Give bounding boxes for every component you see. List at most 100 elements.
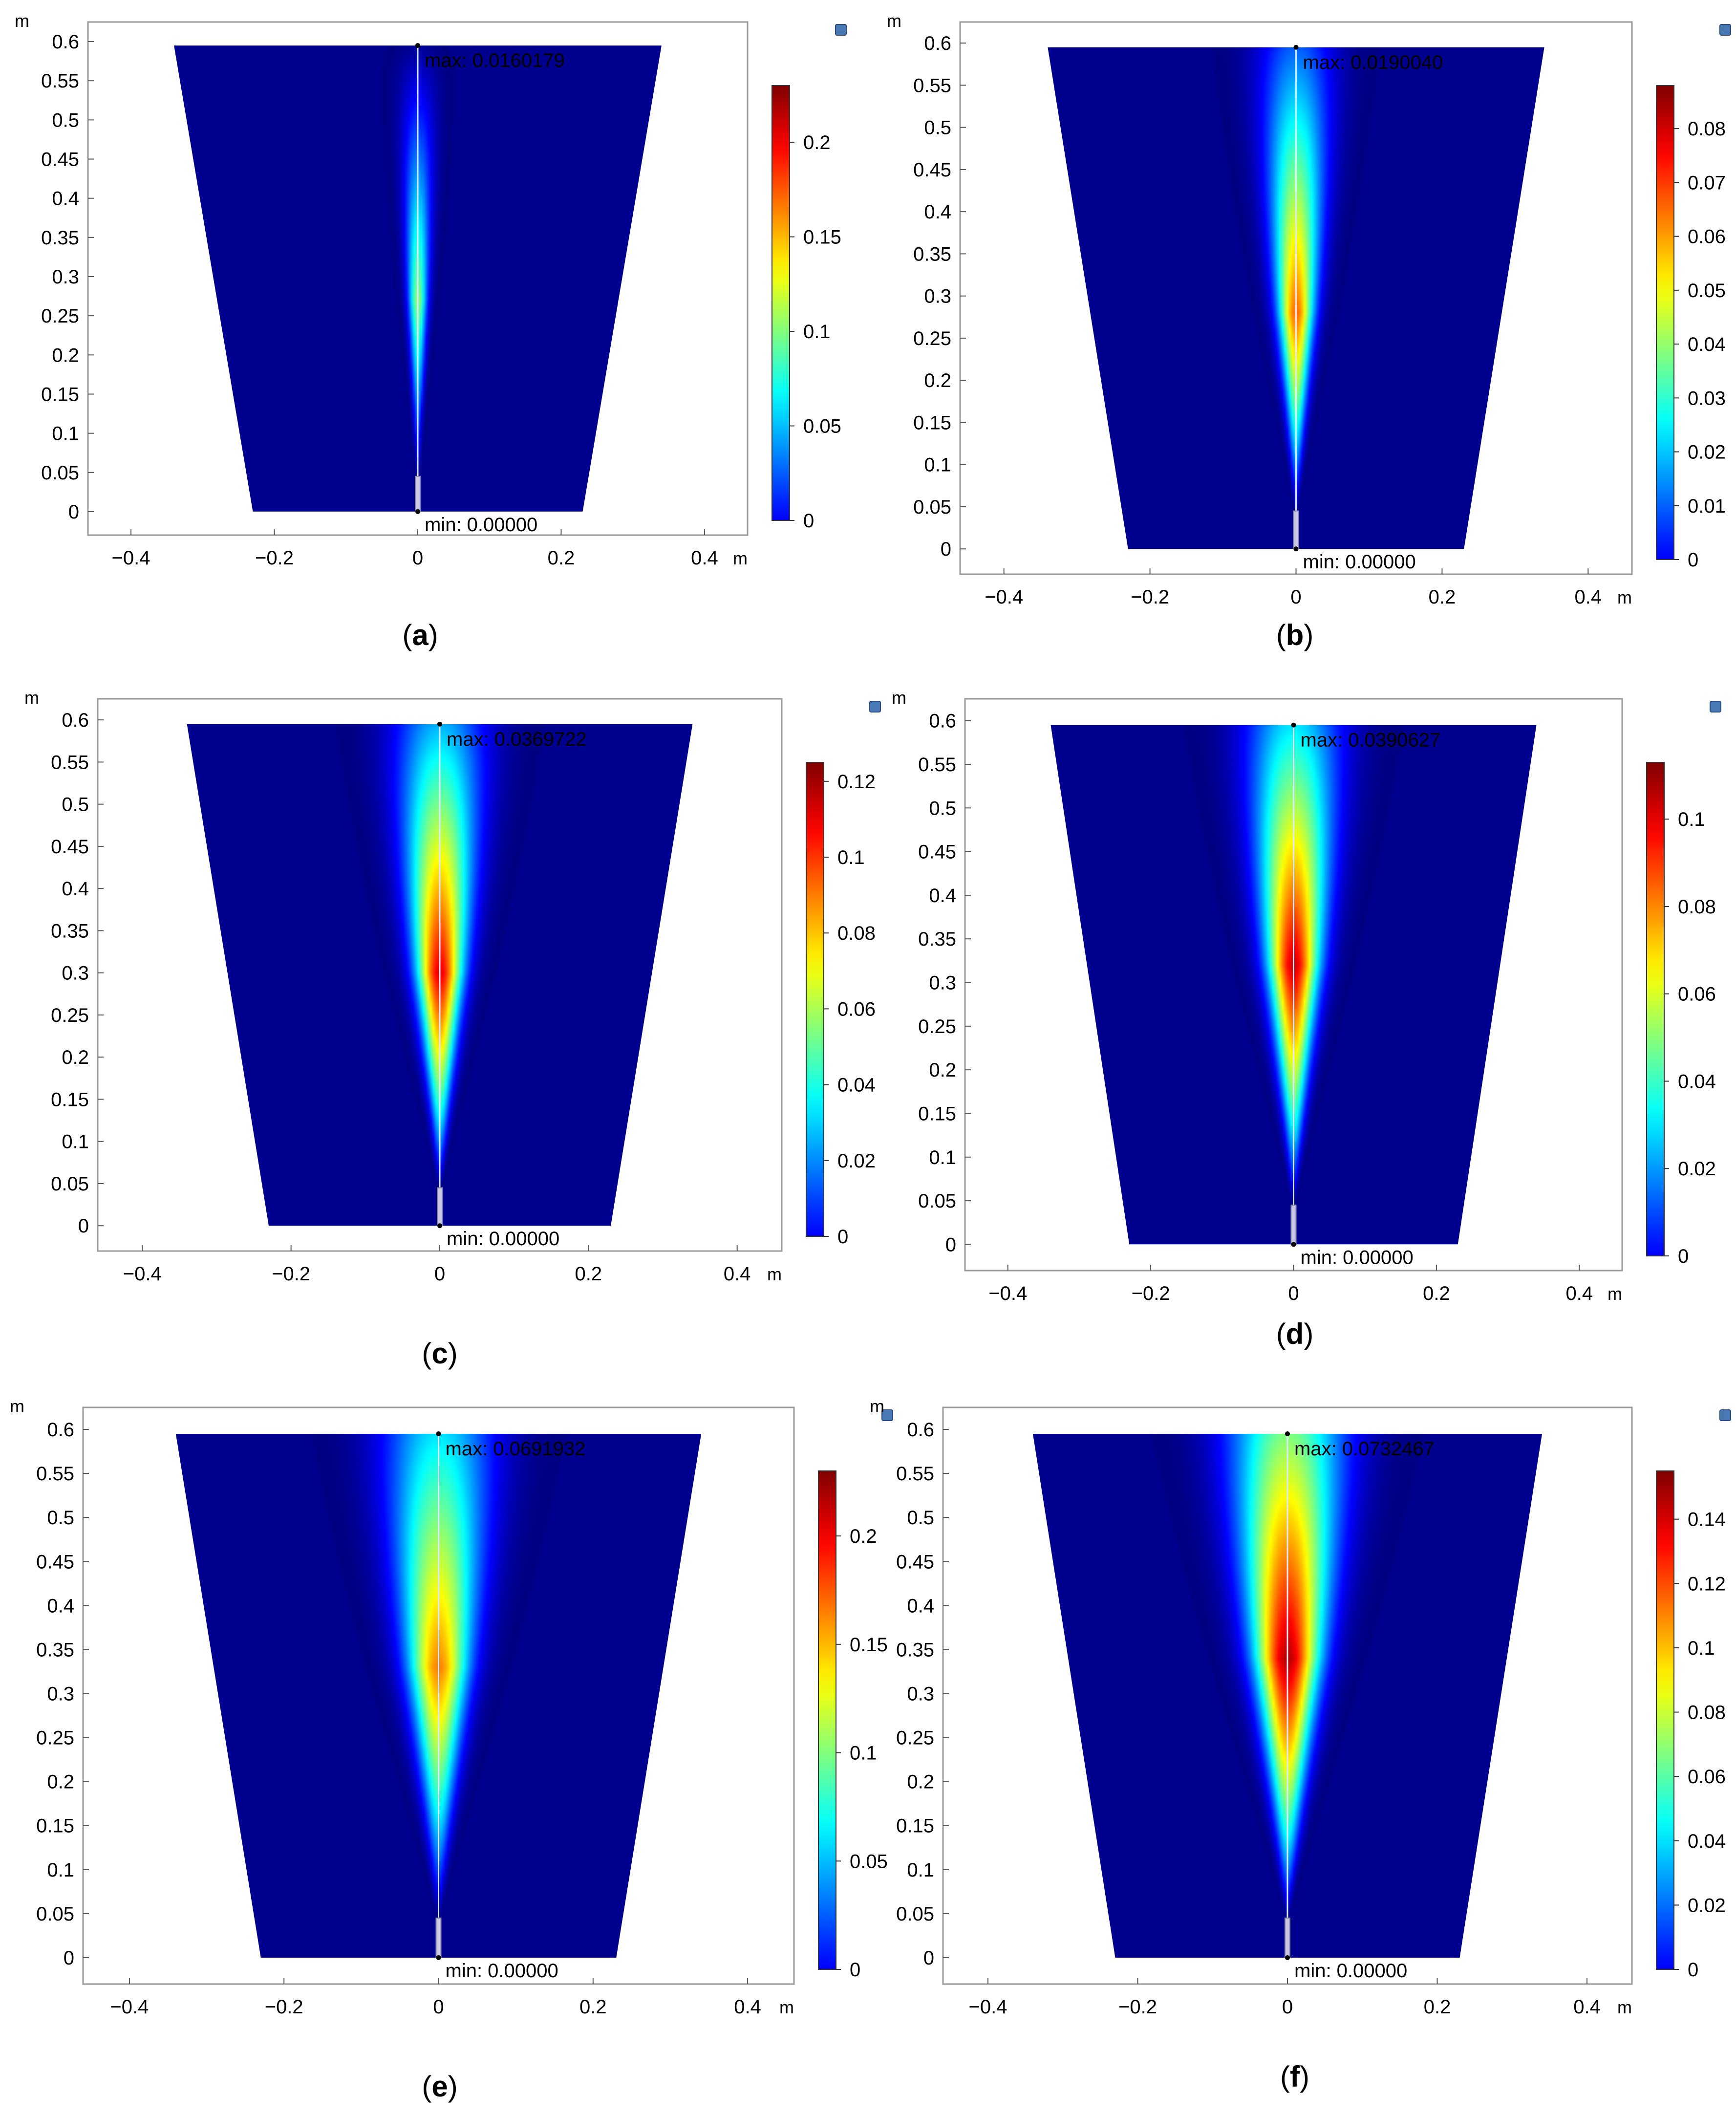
x-tick-label: 0.2 xyxy=(1429,586,1456,608)
y-tick-label: 0.15 xyxy=(918,1103,956,1124)
max-label: max: 0.0732467 xyxy=(1294,1438,1435,1460)
y-tick-label: 0.05 xyxy=(918,1190,956,1212)
y-tick-label: 0.45 xyxy=(41,149,79,171)
y-tick-label: 0.6 xyxy=(924,33,951,54)
colorbar-tick-label: 0.01 xyxy=(1688,496,1726,517)
panel-caption: (b) xyxy=(1276,619,1314,651)
y-tick-label: 0.5 xyxy=(62,794,89,816)
y-tick-label: 0.15 xyxy=(36,1815,74,1837)
x-axis-label: m xyxy=(767,1264,782,1284)
colorbar-tick-label: 0 xyxy=(850,1959,860,1981)
y-tick-label: 0.25 xyxy=(41,305,79,327)
x-tick-label: 0.4 xyxy=(1565,1283,1593,1304)
min-label: min: 0.00000 xyxy=(1301,1247,1414,1268)
y-tick-label: 0.05 xyxy=(36,1903,74,1925)
x-tick-label: 0.4 xyxy=(1575,586,1602,608)
y-tick-label: 0.5 xyxy=(929,798,956,819)
nozzle xyxy=(1290,1205,1297,1245)
y-tick-label: 0 xyxy=(68,501,79,523)
y-tick-label: 0.4 xyxy=(47,1595,74,1617)
y-tick-label: 0.6 xyxy=(907,1419,934,1441)
y-tick-label: 0.25 xyxy=(913,328,951,349)
x-tick-label: −0.2 xyxy=(1118,1996,1157,2018)
x-tick-label: 0.2 xyxy=(575,1263,602,1285)
y-axis-label: m xyxy=(24,688,39,708)
y-tick-label: 0.6 xyxy=(47,1419,74,1441)
y-axis-label: m xyxy=(15,11,29,31)
x-tick-label: −0.4 xyxy=(123,1263,162,1285)
y-tick-label: 0.15 xyxy=(896,1815,934,1837)
y-tick-label: 0.35 xyxy=(896,1639,934,1661)
y-tick-label: 0.35 xyxy=(913,243,951,265)
y-tick-label: 0.5 xyxy=(47,1507,74,1529)
y-tick-label: 0.35 xyxy=(41,227,79,249)
y-tick-label: 0.55 xyxy=(896,1463,934,1485)
min-label: min: 0.00000 xyxy=(1303,551,1416,573)
y-tick-label: 0.15 xyxy=(913,412,951,433)
y-tick-label: 0.55 xyxy=(41,70,79,92)
x-tick-label: 0 xyxy=(1290,586,1301,608)
y-axis-label: m xyxy=(870,1396,884,1416)
y-tick-label: 0.2 xyxy=(924,370,951,391)
y-tick-label: 0.45 xyxy=(36,1551,74,1573)
colorbar-tick-label: 0.06 xyxy=(1688,226,1726,248)
y-axis-label: m xyxy=(892,688,906,708)
max-marker xyxy=(1293,44,1299,50)
colorbar-tick-label: 0 xyxy=(1678,1246,1689,1267)
y-tick-label: 0 xyxy=(923,1947,934,1969)
nozzle xyxy=(437,1187,443,1227)
panel-caption: (f) xyxy=(1280,2060,1309,2093)
y-tick-label: 0.1 xyxy=(924,454,951,476)
colorbar xyxy=(1656,85,1674,560)
x-tick-label: 0 xyxy=(434,1263,445,1285)
y-tick-label: 0.35 xyxy=(36,1639,74,1661)
x-tick-label: 0.2 xyxy=(1423,1283,1450,1304)
min-marker xyxy=(1291,1242,1296,1247)
y-tick-label: 0.4 xyxy=(52,188,79,210)
colorbar-tick-label: 0.02 xyxy=(1688,1895,1726,1916)
y-tick-label: 0.6 xyxy=(929,711,956,732)
colorbar-tick-label: 0.2 xyxy=(850,1526,877,1547)
colorbar-tick-label: 0.08 xyxy=(1688,1702,1726,1724)
y-tick-label: 0.2 xyxy=(62,1047,89,1068)
colorbar-tick-label: 0.08 xyxy=(1688,118,1726,140)
colorbar xyxy=(806,762,824,1237)
x-tick-label: 0.4 xyxy=(734,1996,761,2018)
y-tick-label: 0.1 xyxy=(52,423,79,445)
colorbar xyxy=(1646,762,1665,1256)
min-label: min: 0.00000 xyxy=(1294,1960,1407,1982)
max-marker xyxy=(415,43,420,48)
y-tick-label: 0.55 xyxy=(36,1463,74,1485)
colorbar xyxy=(1656,1470,1674,1970)
max-marker xyxy=(1285,1431,1290,1437)
y-tick-label: 0.15 xyxy=(41,384,79,405)
colorbar-tick-label: 0.15 xyxy=(803,227,841,248)
colorbar-tick-label: 0 xyxy=(837,1226,848,1248)
x-tick-label: 0 xyxy=(412,547,423,569)
y-tick-label: 0.05 xyxy=(51,1173,89,1195)
x-axis-label: m xyxy=(1617,587,1632,607)
min-marker xyxy=(1293,546,1299,552)
window-icon xyxy=(881,1409,893,1421)
colorbar-tick-label: 0.03 xyxy=(1688,388,1726,409)
nozzle xyxy=(1293,510,1299,550)
y-tick-label: 0 xyxy=(945,1234,956,1255)
x-tick-label: −0.4 xyxy=(110,1996,149,2018)
colorbar-tick-label: 0.1 xyxy=(1678,809,1705,830)
panel-caption: (e) xyxy=(422,2070,457,2103)
colorbar-tick-label: 0.05 xyxy=(803,416,841,437)
y-tick-label: 0.1 xyxy=(62,1131,89,1153)
colorbar-tick-label: 0.08 xyxy=(837,923,876,944)
y-tick-label: 0.15 xyxy=(51,1089,89,1110)
y-tick-label: 0.05 xyxy=(41,462,79,484)
y-tick-label: 0.3 xyxy=(929,972,956,994)
colorbar-tick-label: 0.04 xyxy=(837,1075,876,1096)
y-tick-label: 0.25 xyxy=(36,1727,74,1749)
colorbar-tick-label: 0.15 xyxy=(850,1634,888,1656)
y-tick-label: 0.05 xyxy=(913,497,951,518)
y-tick-label: 0.4 xyxy=(924,201,951,223)
